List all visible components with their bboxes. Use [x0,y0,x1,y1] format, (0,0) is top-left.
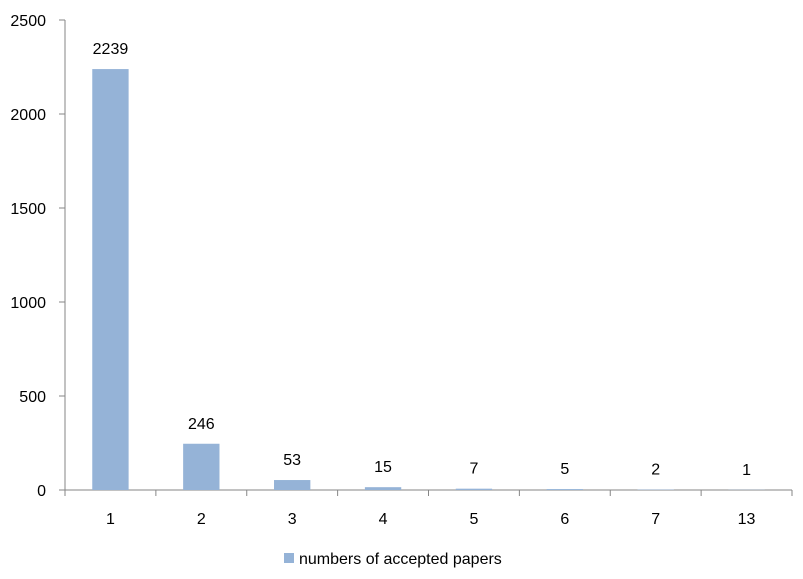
data-label: 53 [283,452,301,469]
data-label: 1 [742,462,751,479]
bar [455,488,493,490]
bar [183,443,220,490]
x-tick-label: 7 [651,511,660,528]
x-tick-label: 2 [197,511,206,528]
x-axis: 1 2 3 4 5 6 7 13 [64,489,793,528]
data-label: 2239 [93,41,129,58]
x-tick-label: 1 [106,511,115,528]
y-tick-label: 2000 [10,107,46,124]
bar-series [92,69,765,491]
legend-swatch [284,553,294,563]
y-axis: 0 500 1000 1500 2000 2500 [10,13,66,500]
legend: numbers of accepted papers [284,551,502,568]
x-tick-label: 13 [738,511,756,528]
bar [364,487,402,490]
data-label: 5 [560,461,569,478]
x-tick-label: 4 [379,511,388,528]
bar [92,69,129,491]
data-label: 246 [188,416,215,433]
data-label: 7 [469,461,478,478]
x-tick-label: 6 [560,511,569,528]
data-label: 15 [374,459,392,476]
y-tick-label: 500 [19,389,46,406]
y-tick-label: 2500 [10,13,46,30]
legend-label: numbers of accepted papers [299,551,502,568]
y-tick-label: 0 [37,483,46,500]
data-label: 2 [651,462,660,479]
y-tick-label: 1000 [10,295,46,312]
x-tick-label: 3 [288,511,297,528]
bar [546,489,583,490]
bar [274,480,311,490]
data-labels: 2239 246 53 15 7 5 2 1 [93,41,751,479]
y-tick-label: 1500 [10,201,46,218]
x-tick-label: 5 [469,511,478,528]
